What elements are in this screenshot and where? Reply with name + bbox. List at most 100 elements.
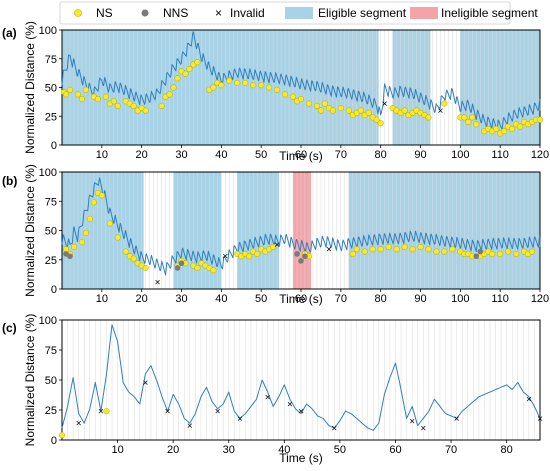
- x-tick-label: 50: [255, 293, 267, 305]
- panel-b: 0 25 50 75 100 10 20 30 40 50 60 70 80 90 100 110 120 × × ×…: [2, 164, 549, 306]
- y-tick-label: 100: [39, 167, 57, 179]
- y-tick-label: 50: [45, 83, 57, 95]
- x-tick-label: 30: [175, 293, 187, 305]
- ns-point: [70, 243, 77, 250]
- x-tick-label: 20: [136, 293, 148, 305]
- invalid-point: ×: [142, 378, 148, 389]
- ns-point: [417, 243, 424, 250]
- invalid-point: ×: [165, 407, 171, 418]
- ns-point: [94, 95, 101, 103]
- ns-point: [90, 199, 97, 206]
- ns-point: [321, 100, 328, 107]
- invalid-point: ×: [331, 424, 337, 435]
- x-tick-label: 100: [451, 149, 469, 161]
- ns-point: [449, 246, 456, 253]
- ns-point: [130, 255, 137, 262]
- y-tick-label: 0: [51, 284, 57, 296]
- nns-point: [477, 248, 484, 255]
- nns-point: [67, 253, 73, 260]
- ns-point: [433, 248, 440, 255]
- panel-a: 0 25 50 75 100 10 20 30 40 50 60 70 80 90 100 110 120 × × (…: [2, 21, 549, 163]
- invalid-point: ×: [526, 395, 532, 406]
- ns-point: [497, 250, 504, 257]
- y-tick-label: 25: [45, 255, 57, 267]
- y-tick-label: 100: [39, 315, 57, 327]
- ns-point: [102, 93, 109, 100]
- ns-point: [505, 248, 512, 255]
- ns-point: [186, 66, 193, 73]
- ns-point: [66, 86, 74, 93]
- panel-label: (c): [2, 321, 17, 335]
- ns-point: [425, 114, 432, 121]
- ns-point: [509, 125, 516, 132]
- legend-nns-label: NNS: [163, 6, 188, 20]
- x-tick-label: 40: [215, 149, 227, 161]
- y-tick-label: 0: [51, 435, 57, 447]
- ns-point: [166, 91, 173, 98]
- ns-point: [218, 82, 225, 89]
- eligible-segment: [62, 172, 144, 289]
- x-tick-label: 60: [295, 293, 307, 305]
- ns-point: [78, 95, 85, 103]
- ns-point: [409, 246, 416, 253]
- ns-point: [258, 82, 265, 89]
- ns-point: [194, 59, 201, 66]
- ns-point: [210, 84, 217, 91]
- ns-point: [369, 246, 376, 253]
- ns-point: [234, 79, 241, 86]
- ns-point: [528, 248, 536, 255]
- ns-point: [305, 100, 313, 107]
- invalid-point: ×: [537, 414, 543, 425]
- ns-point: [210, 267, 217, 274]
- invalid-point: ×: [409, 416, 415, 427]
- x-tick-label: 90: [414, 149, 426, 161]
- invalid-point: ×: [326, 245, 332, 256]
- x-tick-label: 40: [215, 293, 227, 305]
- x-tick-label: 100: [451, 293, 469, 305]
- ns-point: [377, 246, 384, 253]
- ns-point: [517, 123, 524, 130]
- ns-point: [401, 243, 408, 250]
- ns-point: [266, 84, 273, 91]
- eligible-segment: [237, 172, 280, 289]
- x-tick-label: 50: [255, 149, 267, 161]
- ns-point: [465, 118, 472, 126]
- ns-point: [110, 98, 117, 105]
- nns-point: [473, 253, 480, 260]
- nns-point: [302, 253, 308, 260]
- legend-ns-label: NS: [96, 6, 113, 20]
- ns-point: [425, 246, 432, 253]
- x-tick-label: 30: [175, 149, 187, 161]
- x-tick-label: 110: [491, 149, 509, 161]
- ns-point: [250, 82, 257, 89]
- ns-point: [58, 432, 66, 439]
- y-tick-label: 100: [39, 25, 57, 37]
- y-tick-label: 0: [51, 140, 57, 152]
- x-tick-label: 10: [111, 444, 123, 456]
- x-axis-label: Time (s): [279, 292, 323, 306]
- x-tick-label: 20: [167, 444, 179, 456]
- invalid-point: ×: [287, 400, 293, 411]
- ns-point: [489, 250, 496, 257]
- ns-point: [393, 246, 400, 253]
- x-tick-label: 80: [501, 444, 513, 456]
- ns-point: [373, 116, 380, 123]
- ineligible-segment: [293, 172, 311, 289]
- ns-point: [130, 102, 137, 109]
- legend-ns-marker: [74, 9, 82, 17]
- panel-label: (a): [2, 26, 17, 40]
- y-axis-label: Normalized Distance (%): [23, 21, 37, 154]
- ns-point: [361, 248, 368, 255]
- ns-point: [469, 114, 476, 121]
- ns-point: [317, 107, 324, 114]
- ns-point: [337, 105, 344, 112]
- invalid-point: ×: [274, 240, 280, 251]
- ns-point: [349, 250, 356, 257]
- series-line: [61, 31, 541, 131]
- eligible-segment: [392, 30, 431, 145]
- legend-ineligible-swatch: [410, 7, 438, 19]
- ns-point: [441, 100, 448, 107]
- x-tick-label: 10: [96, 149, 108, 161]
- nns-point: [298, 258, 304, 264]
- ns-point: [345, 107, 352, 114]
